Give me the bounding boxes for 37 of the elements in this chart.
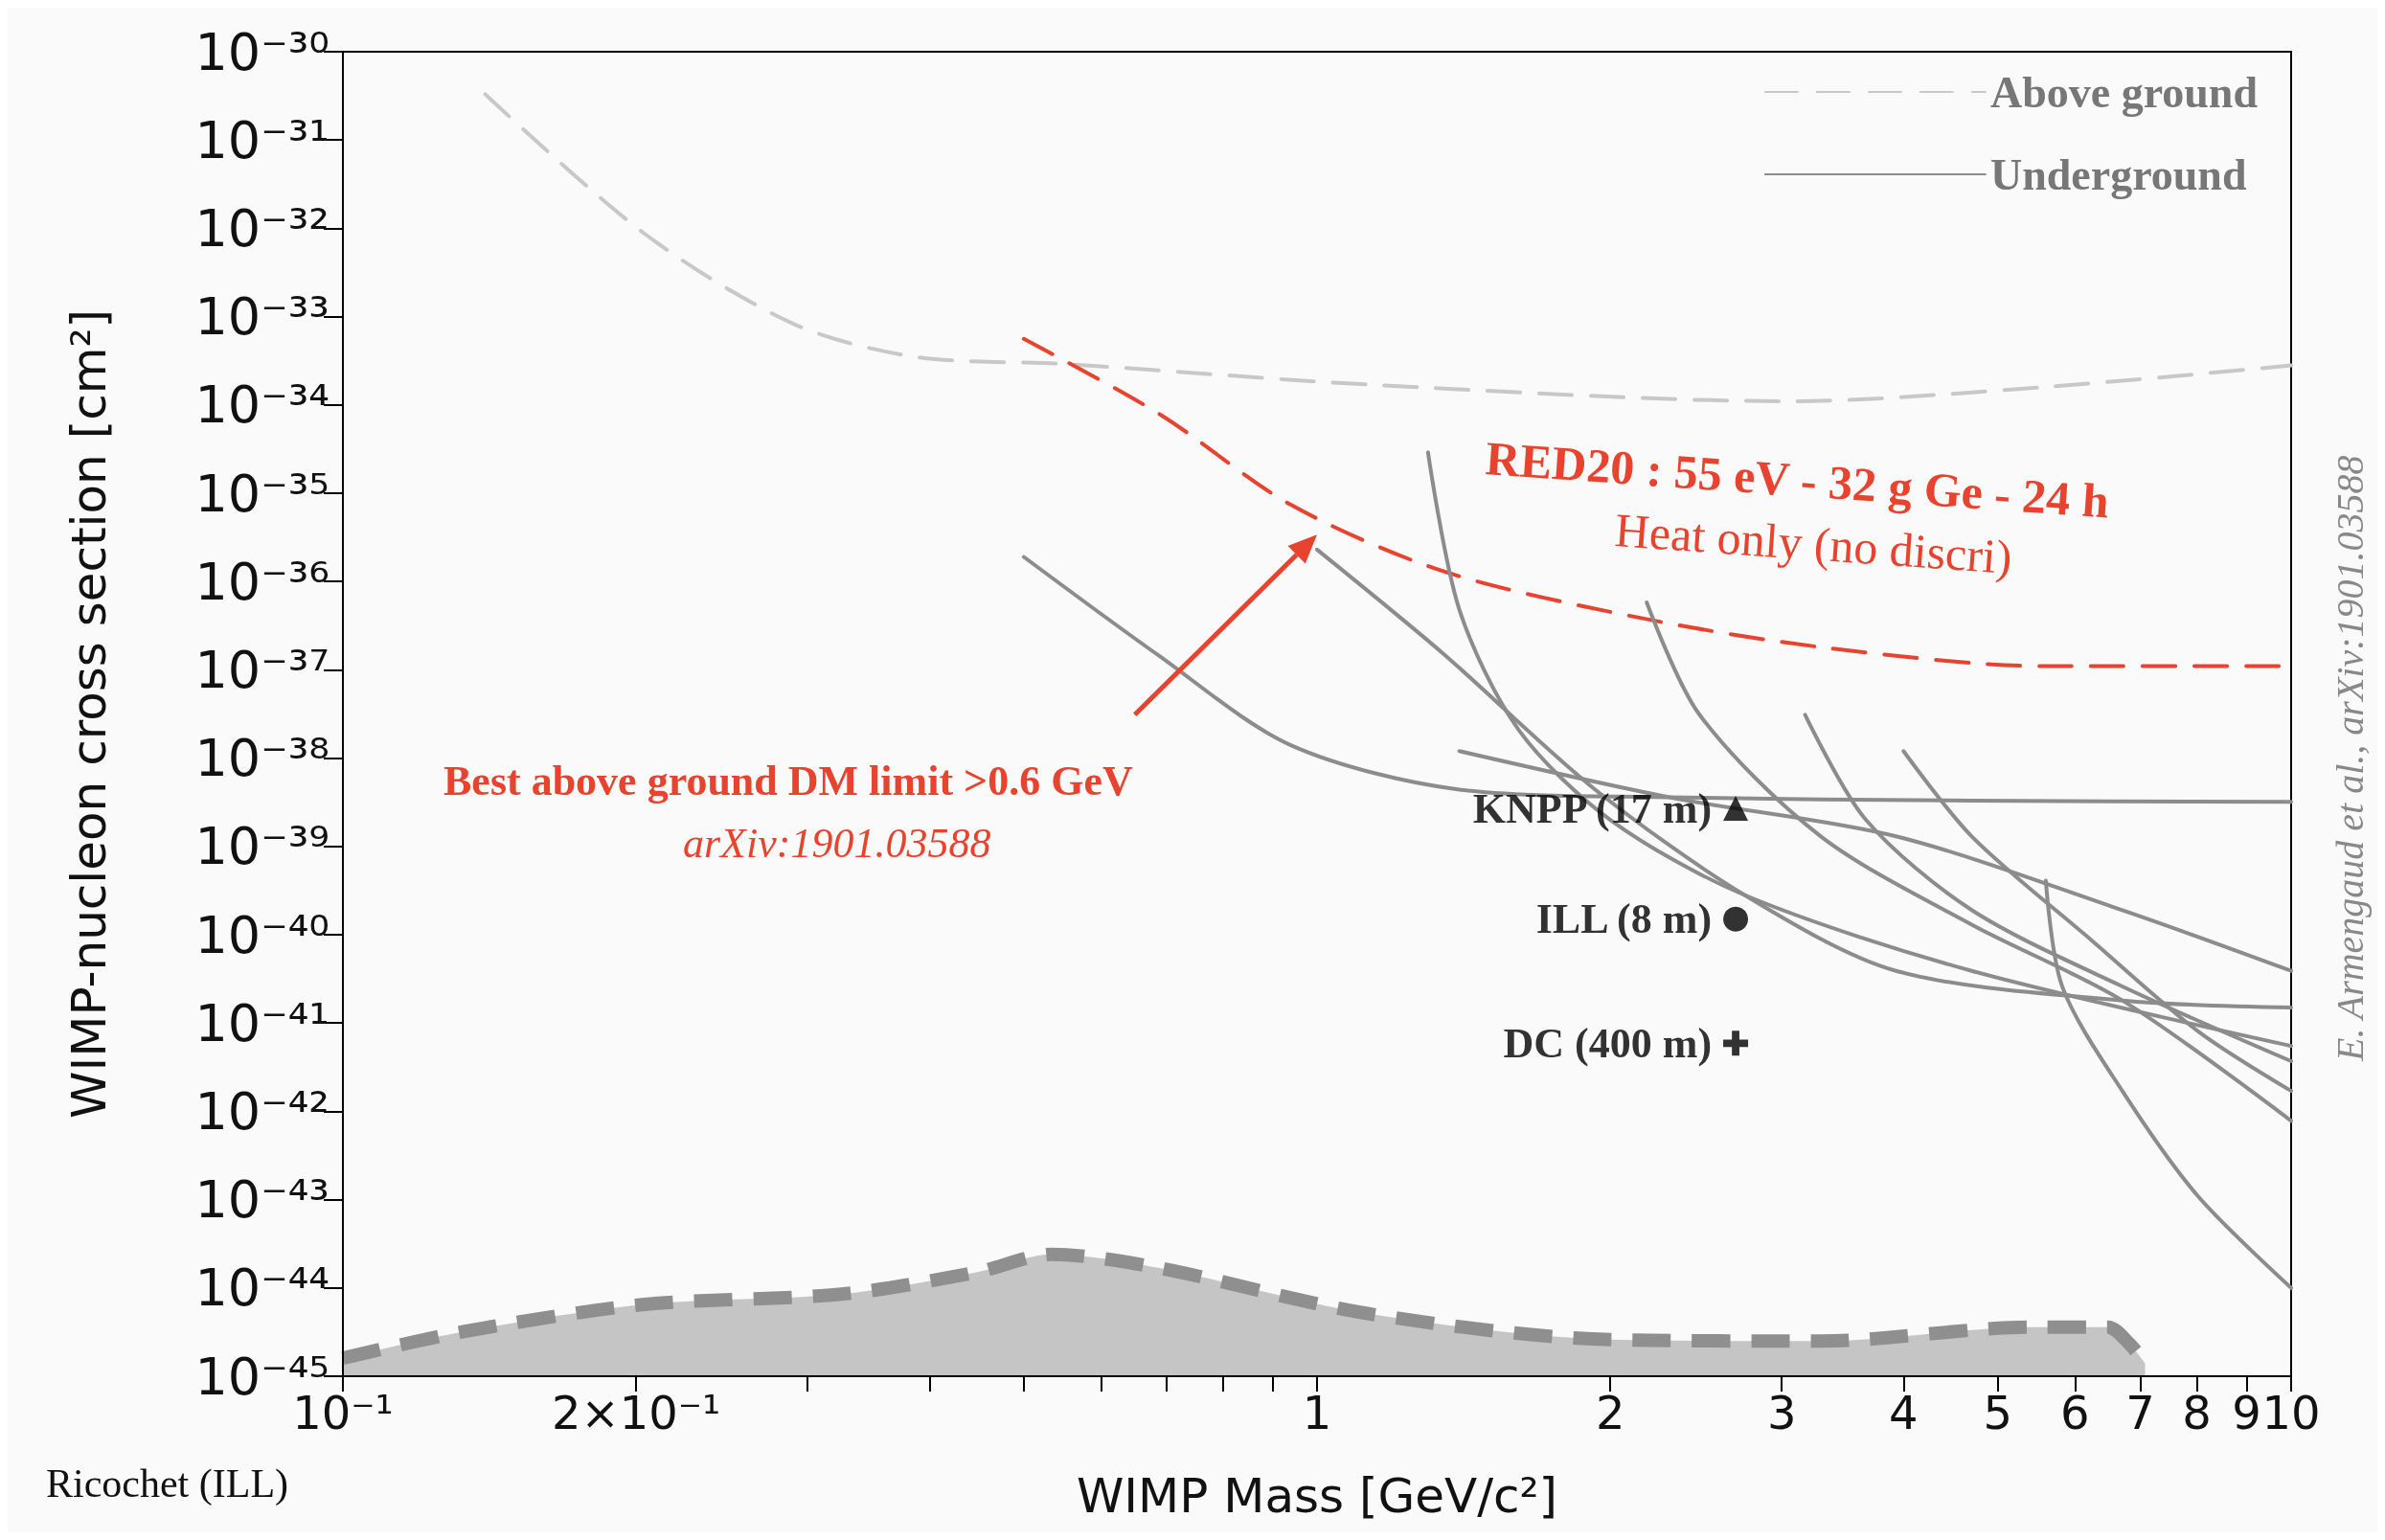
x-tick-label: 1 xyxy=(1302,1386,1332,1439)
y-tick-label: 10⁻³¹ xyxy=(194,109,329,170)
y-tick-label: 10⁻³⁰ xyxy=(194,21,329,82)
y-tick-label: 10⁻³⁶ xyxy=(194,551,329,612)
text: Ricochet (ILL) xyxy=(46,1461,289,1506)
x-tick-label: 6 xyxy=(2060,1386,2090,1439)
y-tick-label: 10⁻⁴³ xyxy=(194,1169,329,1231)
y-axis-title: WIMP-nucleon cross section [cm²] xyxy=(61,309,117,1119)
x-tick-label: 10 xyxy=(2261,1386,2321,1439)
x-tick-label: 2×10⁻¹ xyxy=(551,1386,721,1439)
y-tick-label: 10⁻⁴² xyxy=(194,1080,329,1142)
series-label: KNPP (17 m) xyxy=(1472,784,1713,832)
legend-label: Above ground xyxy=(1989,67,2259,117)
x-axis-title: WIMP Mass [GeV/c²] xyxy=(1076,1468,1558,1524)
y-tick-label: 10⁻³⁹ xyxy=(194,816,329,877)
x-tick-label: 9 xyxy=(2232,1386,2261,1439)
y-tick-label: 10⁻⁴⁴ xyxy=(194,1257,329,1319)
y-tick-label: 10⁻³² xyxy=(194,197,329,259)
annotation: Best above ground DM limit >0.6 GeV xyxy=(443,757,1133,804)
text: E. Armengaud et al., arXiv:1901.03588 xyxy=(2328,455,2372,1062)
x-tick-label: 3 xyxy=(1766,1386,1797,1439)
legend-label: Underground xyxy=(1989,149,2247,199)
x-tick-label: 2 xyxy=(1595,1386,1625,1439)
x-tick-label: 7 xyxy=(2125,1386,2155,1439)
y-tick-label: 10⁻³⁷ xyxy=(194,639,329,700)
x-tick-label: 5 xyxy=(1983,1386,2013,1439)
series-label: ILL (8 m) xyxy=(1535,895,1713,943)
y-tick-label: 10⁻³³ xyxy=(194,286,329,348)
x-tick-label: 4 xyxy=(1889,1386,1919,1439)
y-tick-label: 10⁻⁴⁰ xyxy=(194,904,329,965)
y-tick-label: 10⁻³⁵ xyxy=(194,463,329,524)
annotation: arXiv:1901.03588 xyxy=(683,819,991,867)
x-tick-label: 8 xyxy=(2182,1386,2212,1439)
y-tick-label: 10⁻³⁴ xyxy=(194,374,329,436)
y-tick-label: 10⁻⁴¹ xyxy=(194,992,329,1053)
y-tick-label: 10⁻³⁸ xyxy=(194,728,329,789)
series-label: DC (400 m) xyxy=(1503,1019,1713,1067)
